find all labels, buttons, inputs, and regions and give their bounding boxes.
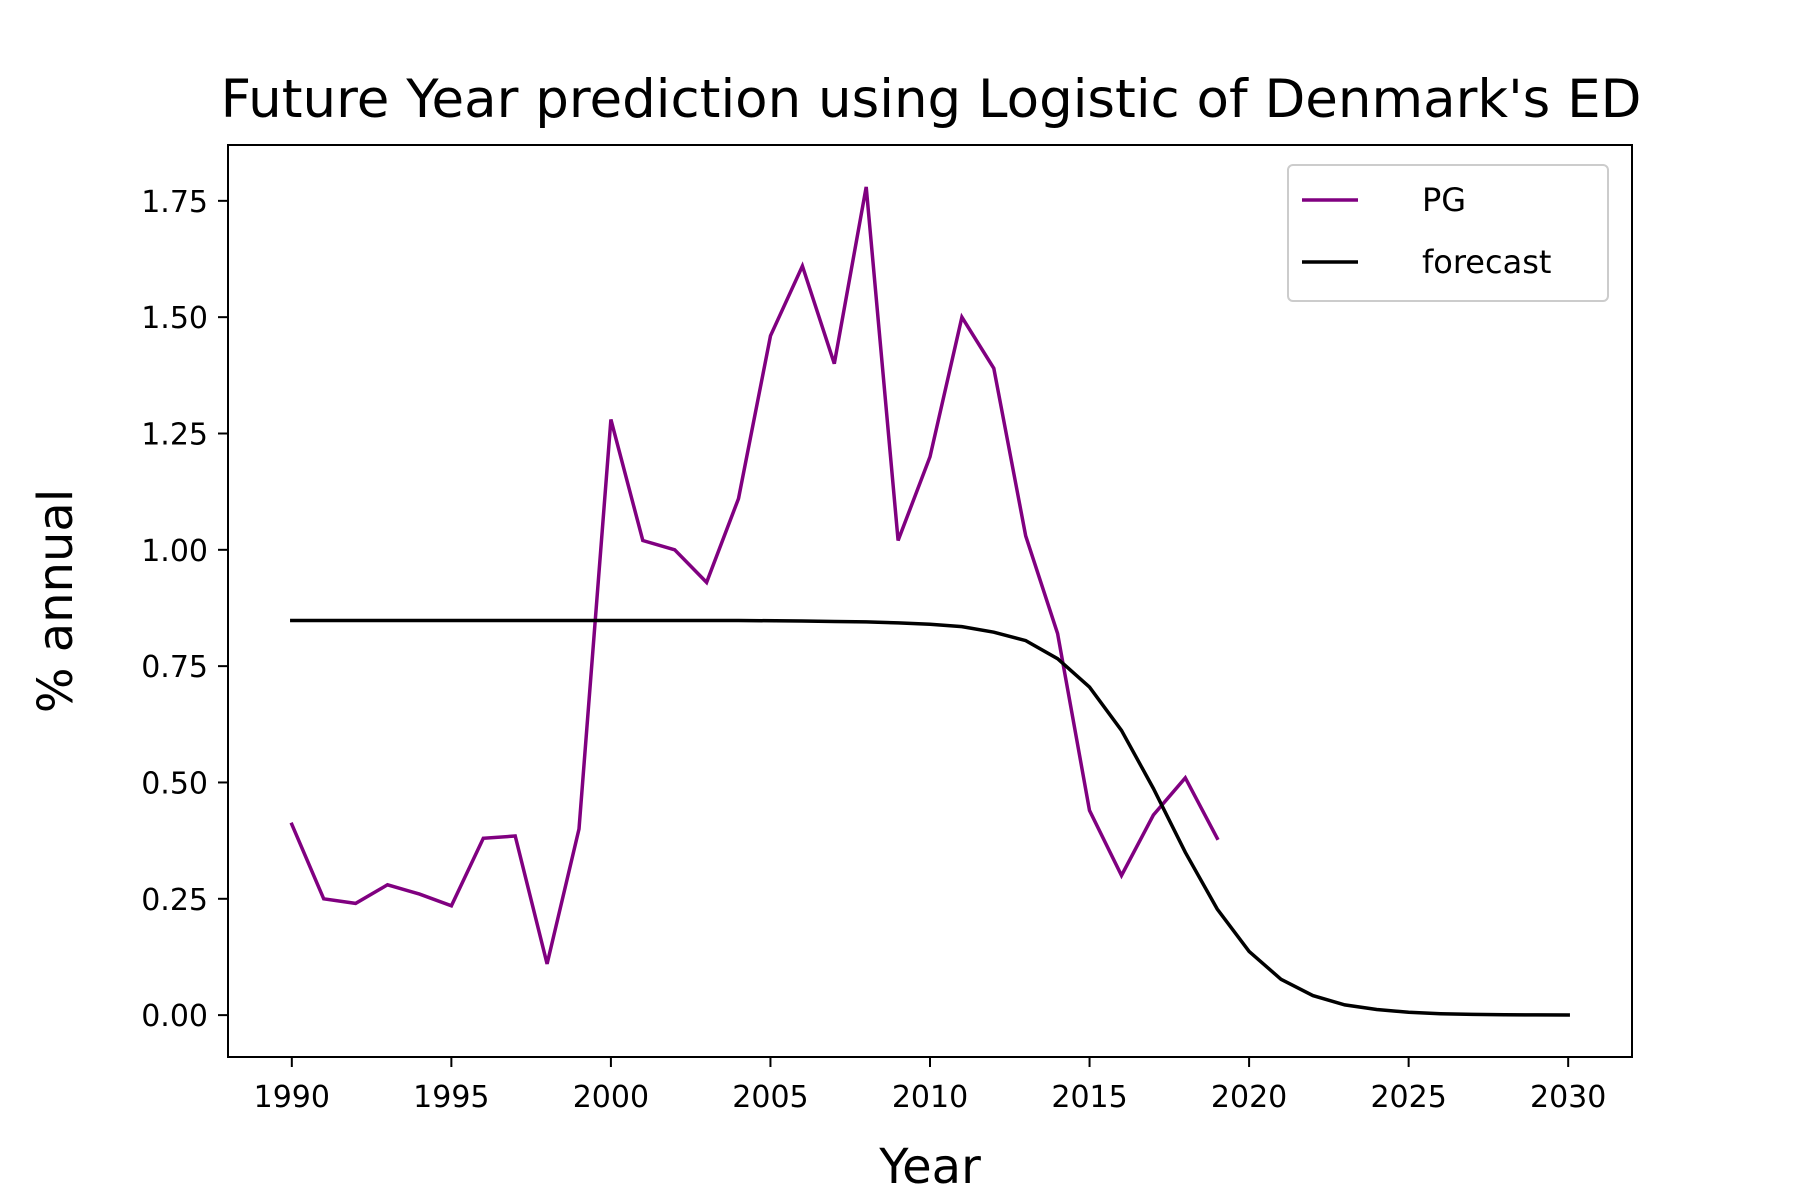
x-tick-label: 2000 [573,1080,649,1115]
y-tick-label: 1.75 [141,185,208,220]
y-tick-label: 0.00 [141,999,208,1034]
x-tick-label: 2005 [732,1080,808,1115]
y-tick-label: 0.50 [141,766,208,801]
legend-label-forecast: forecast [1422,243,1551,281]
y-tick-label: 0.25 [141,883,208,918]
y-axis-title: % annual [28,489,84,713]
y-tick-label: 1.00 [141,534,208,569]
x-tick-label: 2020 [1211,1080,1287,1115]
x-tick-label: 2010 [892,1080,968,1115]
x-tick-label: 2025 [1370,1080,1446,1115]
y-tick-label: 1.50 [141,301,208,336]
axis-ticks: 1990 1995 2000 2005 2010 2015 2020 2025 2030 0.00… [141,185,1606,1115]
legend-label-PG: PG [1422,181,1466,219]
x-tick-label: 1995 [413,1080,489,1115]
x-axis-title: Year [878,1139,981,1195]
series-lines [289,186,1570,1017]
series-line-forecast [290,618,1570,1017]
y-tick-label: 0.75 [141,650,208,685]
chart-title: Future Year prediction using Logistic of… [221,69,1642,130]
x-tick-label: 2030 [1530,1080,1606,1115]
x-tick-label: 2015 [1051,1080,1127,1115]
x-tick-label: 1990 [254,1080,330,1115]
legend: PG forecast [1287,164,1609,302]
y-tick-label: 1.25 [141,417,208,452]
legend-box [1287,164,1609,302]
